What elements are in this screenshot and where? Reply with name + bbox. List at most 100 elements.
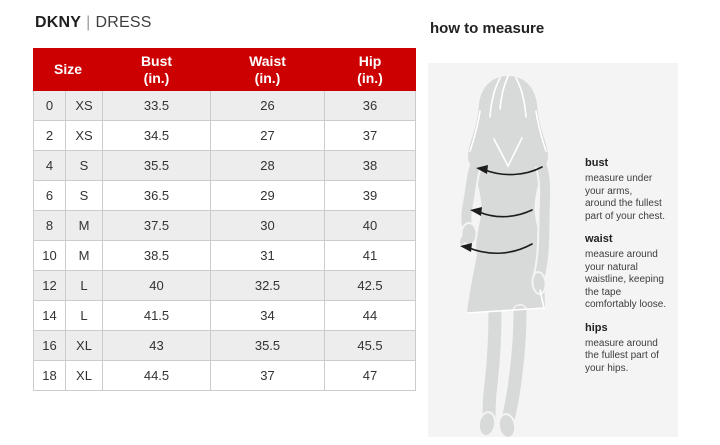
size-number: 14 bbox=[33, 300, 66, 331]
column-header-size: Size bbox=[33, 48, 103, 91]
size-letter: XL bbox=[65, 330, 103, 361]
brand-name: DKNY bbox=[35, 14, 82, 31]
table-header-row: Size Bust (in.) Waist (in.) Hip (in.) bbox=[33, 48, 416, 91]
figure-right-arm bbox=[527, 142, 551, 280]
bust-value: 44.5 bbox=[102, 360, 211, 391]
hip-value: 38 bbox=[324, 150, 416, 181]
hips-measure-arrow bbox=[468, 243, 533, 255]
bust-value: 33.5 bbox=[102, 90, 211, 121]
waist-value: 31 bbox=[210, 240, 325, 271]
bust-value: 41.5 bbox=[102, 300, 211, 331]
size-letter: S bbox=[65, 180, 103, 211]
bust-value: 38.5 bbox=[102, 240, 211, 271]
table-row: 12 L 40 32.5 42.5 bbox=[33, 270, 416, 301]
figure-hair bbox=[468, 76, 548, 168]
table-row: 4 S 35.5 28 38 bbox=[33, 150, 416, 181]
table-row: 0 XS 33.5 26 36 bbox=[33, 90, 416, 121]
bust-value: 40 bbox=[102, 270, 211, 301]
hair-strand-line bbox=[515, 77, 527, 118]
table-row: 14 L 41.5 34 44 bbox=[33, 300, 416, 331]
column-header-bust: Bust (in.) bbox=[102, 48, 211, 91]
size-letter: M bbox=[65, 210, 103, 241]
figure-left-foot bbox=[479, 413, 495, 435]
table-row: 6 S 36.5 29 39 bbox=[33, 180, 416, 211]
size-letter: XL bbox=[65, 360, 103, 391]
skirt-hem-line bbox=[466, 307, 546, 314]
size-number: 12 bbox=[33, 270, 66, 301]
waist-instruction-section: waist measure around your natural waistl… bbox=[585, 232, 677, 312]
waist-value: 37 bbox=[210, 360, 325, 391]
measure-instructions: bust measure under your arms, around the… bbox=[585, 156, 677, 384]
hips-label: hips bbox=[585, 321, 608, 334]
hip-value: 44 bbox=[324, 300, 416, 331]
bust-label: bust bbox=[585, 157, 609, 169]
bust-value: 37.5 bbox=[102, 210, 211, 241]
figure-skirt bbox=[467, 255, 545, 313]
waist-value: 32.5 bbox=[210, 270, 325, 301]
measurement-illustration-panel: bust measure under your arms, around the… bbox=[428, 63, 678, 437]
waist-value: 26 bbox=[210, 90, 325, 121]
column-header-hip: Hip (in.) bbox=[324, 48, 416, 91]
size-number: 4 bbox=[33, 150, 66, 181]
figure-left-leg bbox=[482, 305, 502, 425]
size-number: 16 bbox=[33, 330, 66, 361]
size-number: 18 bbox=[33, 360, 66, 391]
waist-value: 34 bbox=[210, 300, 325, 331]
hair-strand-line bbox=[489, 77, 501, 118]
table-row: 8 M 37.5 30 40 bbox=[33, 210, 416, 241]
hip-value: 37 bbox=[324, 120, 416, 151]
bust-arrowhead-icon bbox=[476, 165, 488, 174]
table-row: 2 XS 34.5 27 37 bbox=[33, 120, 416, 151]
v-neckline bbox=[493, 137, 523, 168]
size-number: 2 bbox=[33, 120, 66, 151]
hip-value: 41 bbox=[324, 240, 416, 271]
size-number: 8 bbox=[33, 210, 66, 241]
hip-value: 47 bbox=[324, 360, 416, 391]
size-letter: XS bbox=[65, 90, 103, 121]
hip-value: 40 bbox=[324, 210, 416, 241]
size-chart-table: Size Bust (in.) Waist (in.) Hip (in.) 0 … bbox=[33, 48, 416, 391]
hip-value: 45.5 bbox=[324, 330, 416, 361]
skirt-slit-line bbox=[539, 289, 545, 309]
waist-value: 30 bbox=[210, 210, 325, 241]
hip-value: 36 bbox=[324, 90, 416, 121]
woman-measurement-figure-icon bbox=[459, 75, 553, 437]
product-category: DRESS bbox=[95, 14, 152, 31]
figure-right-leg bbox=[501, 305, 527, 427]
waist-label: waist bbox=[585, 233, 613, 245]
bust-value: 36.5 bbox=[102, 180, 211, 211]
waist-value: 27 bbox=[210, 120, 325, 151]
size-letter: L bbox=[65, 300, 103, 331]
page-title: DKNY | DRESS bbox=[35, 14, 152, 32]
table-row: 10 M 38.5 31 41 bbox=[33, 240, 416, 271]
bust-instruction-section: bust measure under your arms, around the… bbox=[585, 156, 677, 223]
size-number: 6 bbox=[33, 180, 66, 211]
waist-measure-arrow bbox=[478, 209, 533, 218]
table-row: 18 XL 44.5 37 47 bbox=[33, 360, 416, 391]
size-number: 10 bbox=[33, 240, 66, 271]
hip-value: 39 bbox=[324, 180, 416, 211]
bust-value: 35.5 bbox=[102, 150, 211, 181]
bust-value: 43 bbox=[102, 330, 211, 361]
bust-value: 34.5 bbox=[102, 120, 211, 151]
hips-arrowhead-icon bbox=[460, 243, 472, 252]
how-to-measure-heading: how to measure bbox=[430, 20, 545, 37]
hips-instruction-section: hips measure around the fullest part of … bbox=[585, 321, 677, 376]
waist-arrowhead-icon bbox=[470, 207, 482, 216]
size-letter: S bbox=[65, 150, 103, 181]
size-letter: XS bbox=[65, 120, 103, 151]
size-letter: M bbox=[65, 240, 103, 271]
size-letter: L bbox=[65, 270, 103, 301]
title-separator: | bbox=[86, 14, 91, 31]
size-number: 0 bbox=[33, 90, 66, 121]
hair-strand-line bbox=[535, 110, 547, 152]
waist-value: 28 bbox=[210, 150, 325, 181]
waist-value: 29 bbox=[210, 180, 325, 211]
waist-value: 35.5 bbox=[210, 330, 325, 361]
column-header-waist: Waist (in.) bbox=[210, 48, 325, 91]
bust-measure-arrow bbox=[484, 166, 543, 176]
hip-value: 42.5 bbox=[324, 270, 416, 301]
hair-strand-line bbox=[499, 75, 509, 110]
table-row: 16 XL 43 35.5 45.5 bbox=[33, 330, 416, 361]
